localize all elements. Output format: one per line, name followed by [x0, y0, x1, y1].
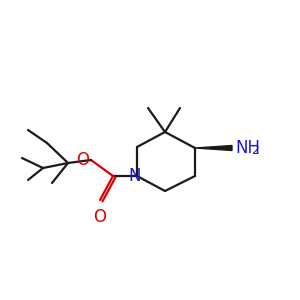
Polygon shape: [195, 146, 232, 151]
Text: O: O: [76, 151, 89, 169]
Text: N: N: [129, 167, 141, 185]
Text: NH: NH: [235, 139, 260, 157]
Text: 2: 2: [251, 145, 259, 158]
Text: O: O: [94, 208, 106, 226]
